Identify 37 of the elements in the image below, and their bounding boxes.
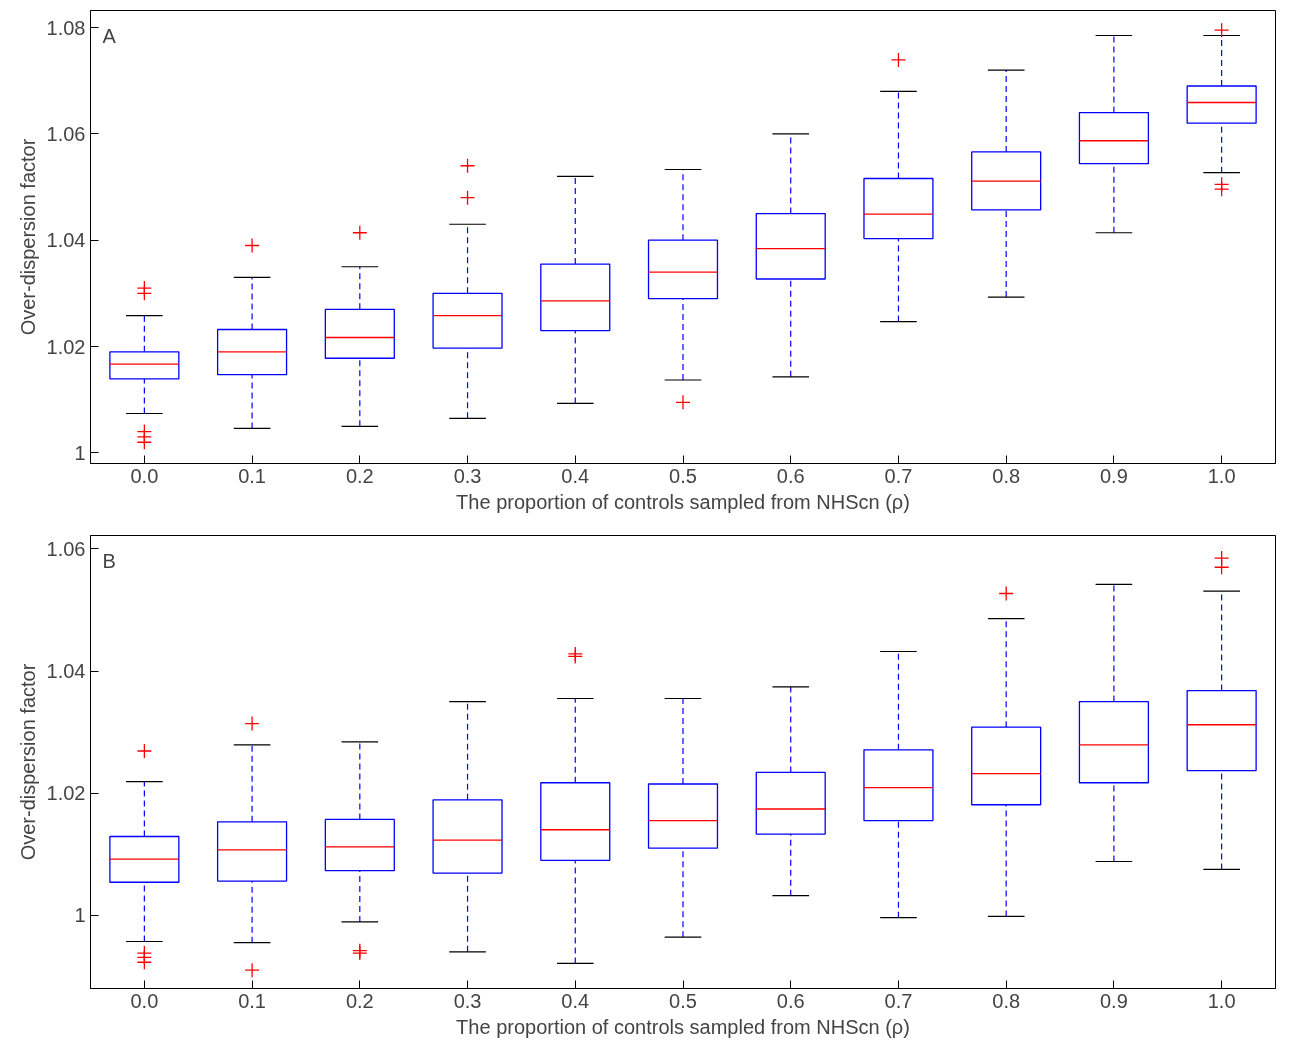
x-tick-label: 0.1	[238, 989, 266, 1012]
x-tick-label: 0.4	[561, 464, 590, 487]
x-tick-label: 0.0	[130, 989, 159, 1012]
x-tick-label: 0.3	[453, 989, 482, 1012]
x-tick-label: 0.3	[453, 464, 482, 487]
x-tick-label: 0.8	[992, 464, 1021, 487]
x-tick-label: 0.8	[992, 989, 1021, 1012]
x-tick-label: 1.0	[1207, 989, 1236, 1012]
x-tick-label: 0.5	[669, 989, 697, 1012]
y-axis-title: Over-dispersion factor	[16, 138, 39, 336]
y-tick-label: 1.06	[46, 122, 86, 145]
x-tick-label: 0.9	[1100, 989, 1128, 1012]
y-tick-label: 1.04	[46, 229, 86, 252]
y-tick-label: 1.04	[46, 660, 86, 683]
annotation: B	[102, 549, 116, 572]
y-tick-label: 1.08	[46, 16, 86, 39]
x-tick-label: 0.4	[561, 989, 590, 1012]
x-tick-label: 0.5	[669, 464, 697, 487]
annotation: A	[102, 24, 117, 47]
x-tick-label: 0.7	[884, 989, 913, 1012]
x-tick-label: 0.6	[776, 989, 805, 1012]
x-axis-title: The proportion of controls sampled from NHScn (ρ)	[456, 490, 910, 513]
x-tick-label: 0.2	[345, 989, 374, 1012]
x-tick-label: 0.2	[345, 464, 374, 487]
y-tick-label: 1.02	[46, 782, 86, 805]
y-tick-label: 1.06	[46, 537, 86, 560]
x-tick-label: 0.1	[238, 464, 266, 487]
x-tick-label: 0.6	[776, 464, 805, 487]
x-tick-label: 1.0	[1207, 464, 1236, 487]
y-tick-label: 1	[74, 904, 86, 927]
x-axis-title: The proportion of controls sampled from NHScn (ρ)	[456, 1015, 910, 1038]
x-tick-label: 0.0	[130, 464, 159, 487]
y-tick-label: 1	[74, 441, 86, 464]
x-tick-label: 0.7	[884, 464, 913, 487]
y-tick-label: 1.02	[46, 335, 86, 358]
y-axis-title: Over-dispersion factor	[16, 663, 39, 861]
x-tick-label: 0.9	[1100, 464, 1128, 487]
